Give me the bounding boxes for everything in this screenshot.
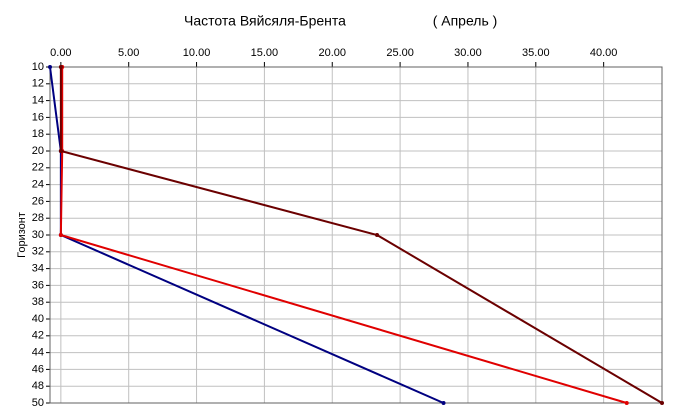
series-point [624,401,629,405]
x-tick-label: 35.00 [522,47,550,59]
series-point [660,401,664,405]
x-tick-label: 30.00 [454,47,482,59]
y-tick-label: 12 [32,78,44,90]
x-tick-label: 40.00 [590,47,618,59]
y-tick-label: 24 [32,179,44,191]
chart-subtitle: ( Апрель ) [433,13,498,29]
series-line [59,67,628,404]
y-tick-label: 48 [32,380,44,392]
x-tick-label: 5.00 [118,47,139,59]
y-axis-label: Горизонт [16,212,28,258]
y-tick-label: 38 [32,296,44,308]
series-point [48,65,52,69]
series-point [58,65,63,69]
x-tick-label: 25.00 [386,47,414,59]
series-point [441,401,446,405]
y-tick-label: 34 [32,263,44,275]
series-point [375,233,380,237]
series-point [58,233,63,237]
y-tick-label: 14 [32,95,44,107]
x-tick-label: 0.00 [50,47,71,59]
y-tick-label: 36 [32,279,44,291]
x-tick-label: 10.00 [183,47,211,59]
y-tick-label: 28 [32,212,44,224]
y-tick-label: 42 [32,330,44,342]
y-tick-label: 44 [32,347,44,359]
series-line [59,67,663,404]
plot-border [49,66,663,404]
chart-title: Частота Вяйсяля-Брента [184,13,346,29]
y-tick-label: 32 [32,246,44,258]
y-tick-label: 20 [32,145,44,157]
y-tick-label: 46 [32,363,44,375]
y-tick-label: 50 [32,397,44,409]
y-tick-label: 10 [32,61,44,73]
y-tick-label: 40 [32,313,44,325]
y-tick-label: 16 [32,111,44,123]
x-tick-label: 20.00 [318,47,346,59]
x-tick-label: 15.00 [251,47,279,59]
y-tick-label: 26 [32,195,44,207]
y-tick-label: 30 [32,229,44,241]
y-tick-label: 18 [32,128,44,140]
series-point [58,149,63,153]
y-tick-label: 22 [32,162,44,174]
